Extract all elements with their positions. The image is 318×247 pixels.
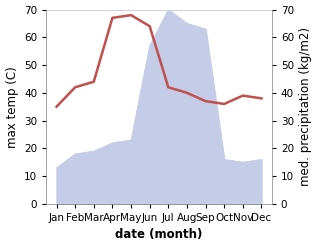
X-axis label: date (month): date (month)	[115, 228, 203, 242]
Y-axis label: med. precipitation (kg/m2): med. precipitation (kg/m2)	[300, 27, 313, 186]
Y-axis label: max temp (C): max temp (C)	[5, 66, 18, 148]
